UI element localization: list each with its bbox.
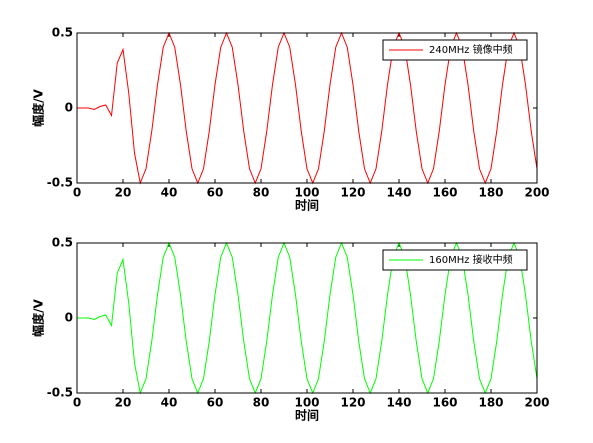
x-tick-label: 160 [432,186,457,200]
y-tick-label: 0.5 [52,26,73,40]
legend-box [382,249,528,271]
legend-label: 160MHz 接收中频 [429,253,513,266]
x-tick-label: 0 [73,186,81,200]
x-tick-label: 200 [524,396,549,410]
axes-box [76,32,538,184]
x-tick-label: 100 [294,186,319,200]
x-tick-label: 60 [207,396,224,410]
y-axis-label: 幅度/V [31,88,46,126]
y-tick-label: 0.5 [52,236,73,250]
y-tick-label: -0.5 [47,176,73,190]
y-tick-label: -0.5 [47,386,73,400]
x-tick-label: 200 [524,186,549,200]
x-tick-label: 20 [115,186,132,200]
legend-box [382,39,528,61]
y-axis-label: 幅度/V [31,298,46,336]
x-tick-label: 180 [478,186,503,200]
x-tick-label: 80 [253,186,270,200]
x-tick-label: 120 [340,186,365,200]
x-tick-label: 180 [478,396,503,410]
x-tick-label: 40 [161,186,178,200]
x-tick-label: 140 [386,186,411,200]
y-tick-label: 0 [65,311,73,325]
x-tick-label: 40 [161,396,178,410]
x-tick-label: 120 [340,396,365,410]
x-tick-label: 160 [432,396,457,410]
x-axis-label: 时间 [295,408,319,423]
axes-box [76,242,538,394]
x-tick-label: 60 [207,186,224,200]
legend-label: 240MHz 镜像中频 [429,43,513,56]
x-tick-label: 140 [386,396,411,410]
x-tick-label: 20 [115,396,132,410]
x-axis-label: 时间 [295,198,319,213]
y-tick-label: 0 [65,101,73,115]
x-tick-label: 80 [253,396,270,410]
x-tick-label: 0 [73,396,81,410]
x-tick-label: 100 [294,396,319,410]
